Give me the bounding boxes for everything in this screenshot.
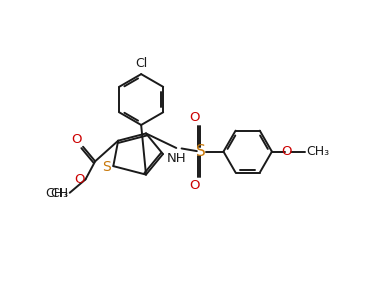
Text: O: O	[189, 179, 200, 192]
Text: O: O	[281, 145, 292, 158]
Text: O: O	[74, 173, 84, 186]
Text: CH₃: CH₃	[45, 188, 69, 200]
Text: NH: NH	[167, 152, 186, 165]
Text: O: O	[71, 133, 82, 145]
Text: CH: CH	[51, 188, 69, 200]
Text: O: O	[189, 111, 200, 124]
Text: Cl: Cl	[135, 57, 147, 70]
Text: CH₃: CH₃	[306, 145, 329, 158]
Text: S: S	[102, 160, 110, 174]
Text: S: S	[196, 144, 205, 159]
